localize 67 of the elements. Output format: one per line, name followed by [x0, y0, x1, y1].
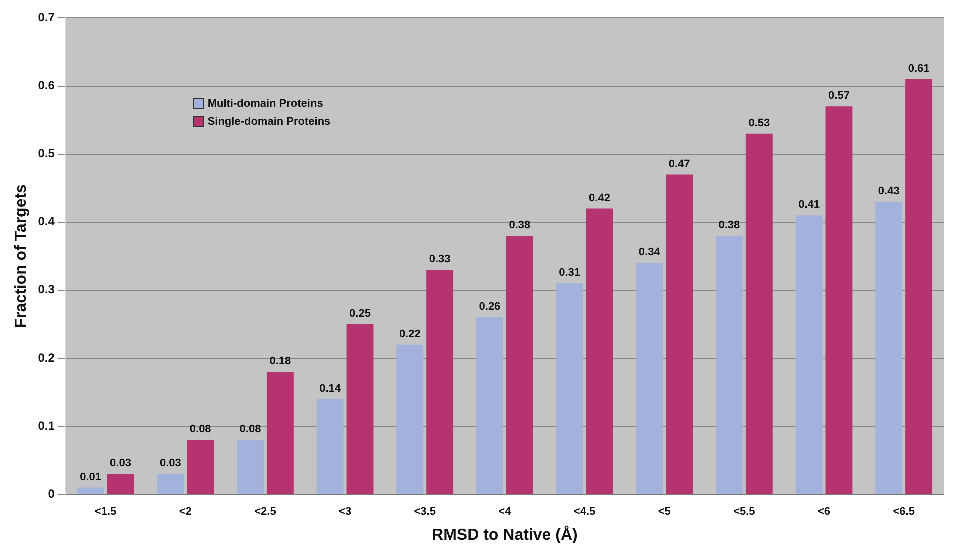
- bar: [906, 79, 933, 494]
- bar: [396, 344, 424, 494]
- data-label: 0.57: [828, 90, 850, 102]
- x-tick-label: <2.5: [254, 506, 276, 518]
- y-tick-label: 0.2: [38, 350, 56, 365]
- x-axis-title: RMSD to Native (Å): [432, 524, 578, 544]
- x-tick-label: <6: [818, 506, 831, 518]
- y-tick-label: 0.5: [38, 146, 56, 161]
- x-tick-label: <1.5: [94, 506, 117, 518]
- x-tick-label: <5: [658, 506, 671, 518]
- bar: [266, 372, 294, 494]
- data-label: 0.25: [350, 308, 371, 320]
- data-label: 0.34: [638, 246, 662, 259]
- bar: [476, 318, 504, 494]
- bar: [187, 440, 214, 494]
- y-axis-title: Fraction of Targets: [13, 184, 30, 328]
- x-tick-label: <3: [339, 506, 352, 518]
- data-label: 0.14: [320, 382, 342, 395]
- y-tick-label: 0.7: [38, 10, 56, 25]
- bar: [826, 106, 853, 494]
- data-label: 0.53: [748, 117, 770, 130]
- data-label: 0.61: [908, 62, 930, 75]
- x-tick-label: <4.5: [574, 506, 596, 518]
- y-tick-label: 0.1: [38, 418, 56, 433]
- x-tick-label: <5.5: [734, 506, 756, 518]
- data-label: 0.38: [718, 220, 740, 232]
- x-tick-label: <4: [498, 506, 512, 518]
- bar: [636, 263, 664, 494]
- x-tick-label: <6.5: [893, 506, 915, 518]
- bar: [426, 270, 454, 494]
- bar: [746, 134, 773, 494]
- bar: [506, 236, 534, 494]
- data-label: 0.08: [190, 424, 212, 436]
- data-label: 0.01: [80, 471, 102, 484]
- data-label: 0.43: [878, 185, 900, 198]
- y-tick-label: 0: [48, 486, 56, 501]
- data-label: 0.22: [399, 328, 421, 340]
- legend-label: Multi-domain Proteins: [208, 98, 324, 110]
- bar: [237, 440, 264, 494]
- data-label: 0.41: [798, 199, 820, 212]
- data-label: 0.38: [509, 220, 531, 232]
- data-label: 0.47: [668, 158, 690, 170]
- data-label: 0.03: [110, 458, 132, 470]
- bar: [316, 399, 344, 494]
- bar: [556, 284, 584, 494]
- data-label: 0.26: [479, 301, 501, 314]
- bar: [346, 324, 374, 494]
- data-label: 0.18: [270, 356, 292, 368]
- bar: [586, 208, 614, 494]
- data-label: 0.31: [559, 267, 581, 280]
- bar: [77, 488, 104, 494]
- data-label: 0.08: [240, 424, 262, 436]
- data-label: 0.33: [429, 254, 451, 266]
- bar: [666, 174, 694, 494]
- bar: [107, 474, 134, 494]
- legend-label: Single-domain Proteins: [208, 116, 331, 128]
- bar: [157, 474, 184, 494]
- data-label: 0.03: [160, 458, 182, 470]
- bar: [876, 202, 903, 494]
- bar: [716, 236, 743, 494]
- data-label: 0.42: [589, 192, 610, 204]
- y-tick-label: 0.4: [38, 214, 56, 229]
- y-tick-label: 0.3: [38, 282, 56, 297]
- x-tick-label: <2: [179, 506, 192, 518]
- y-tick-label: 0.6: [38, 78, 56, 93]
- bar: [796, 216, 823, 494]
- x-tick-label: <3.5: [414, 506, 436, 518]
